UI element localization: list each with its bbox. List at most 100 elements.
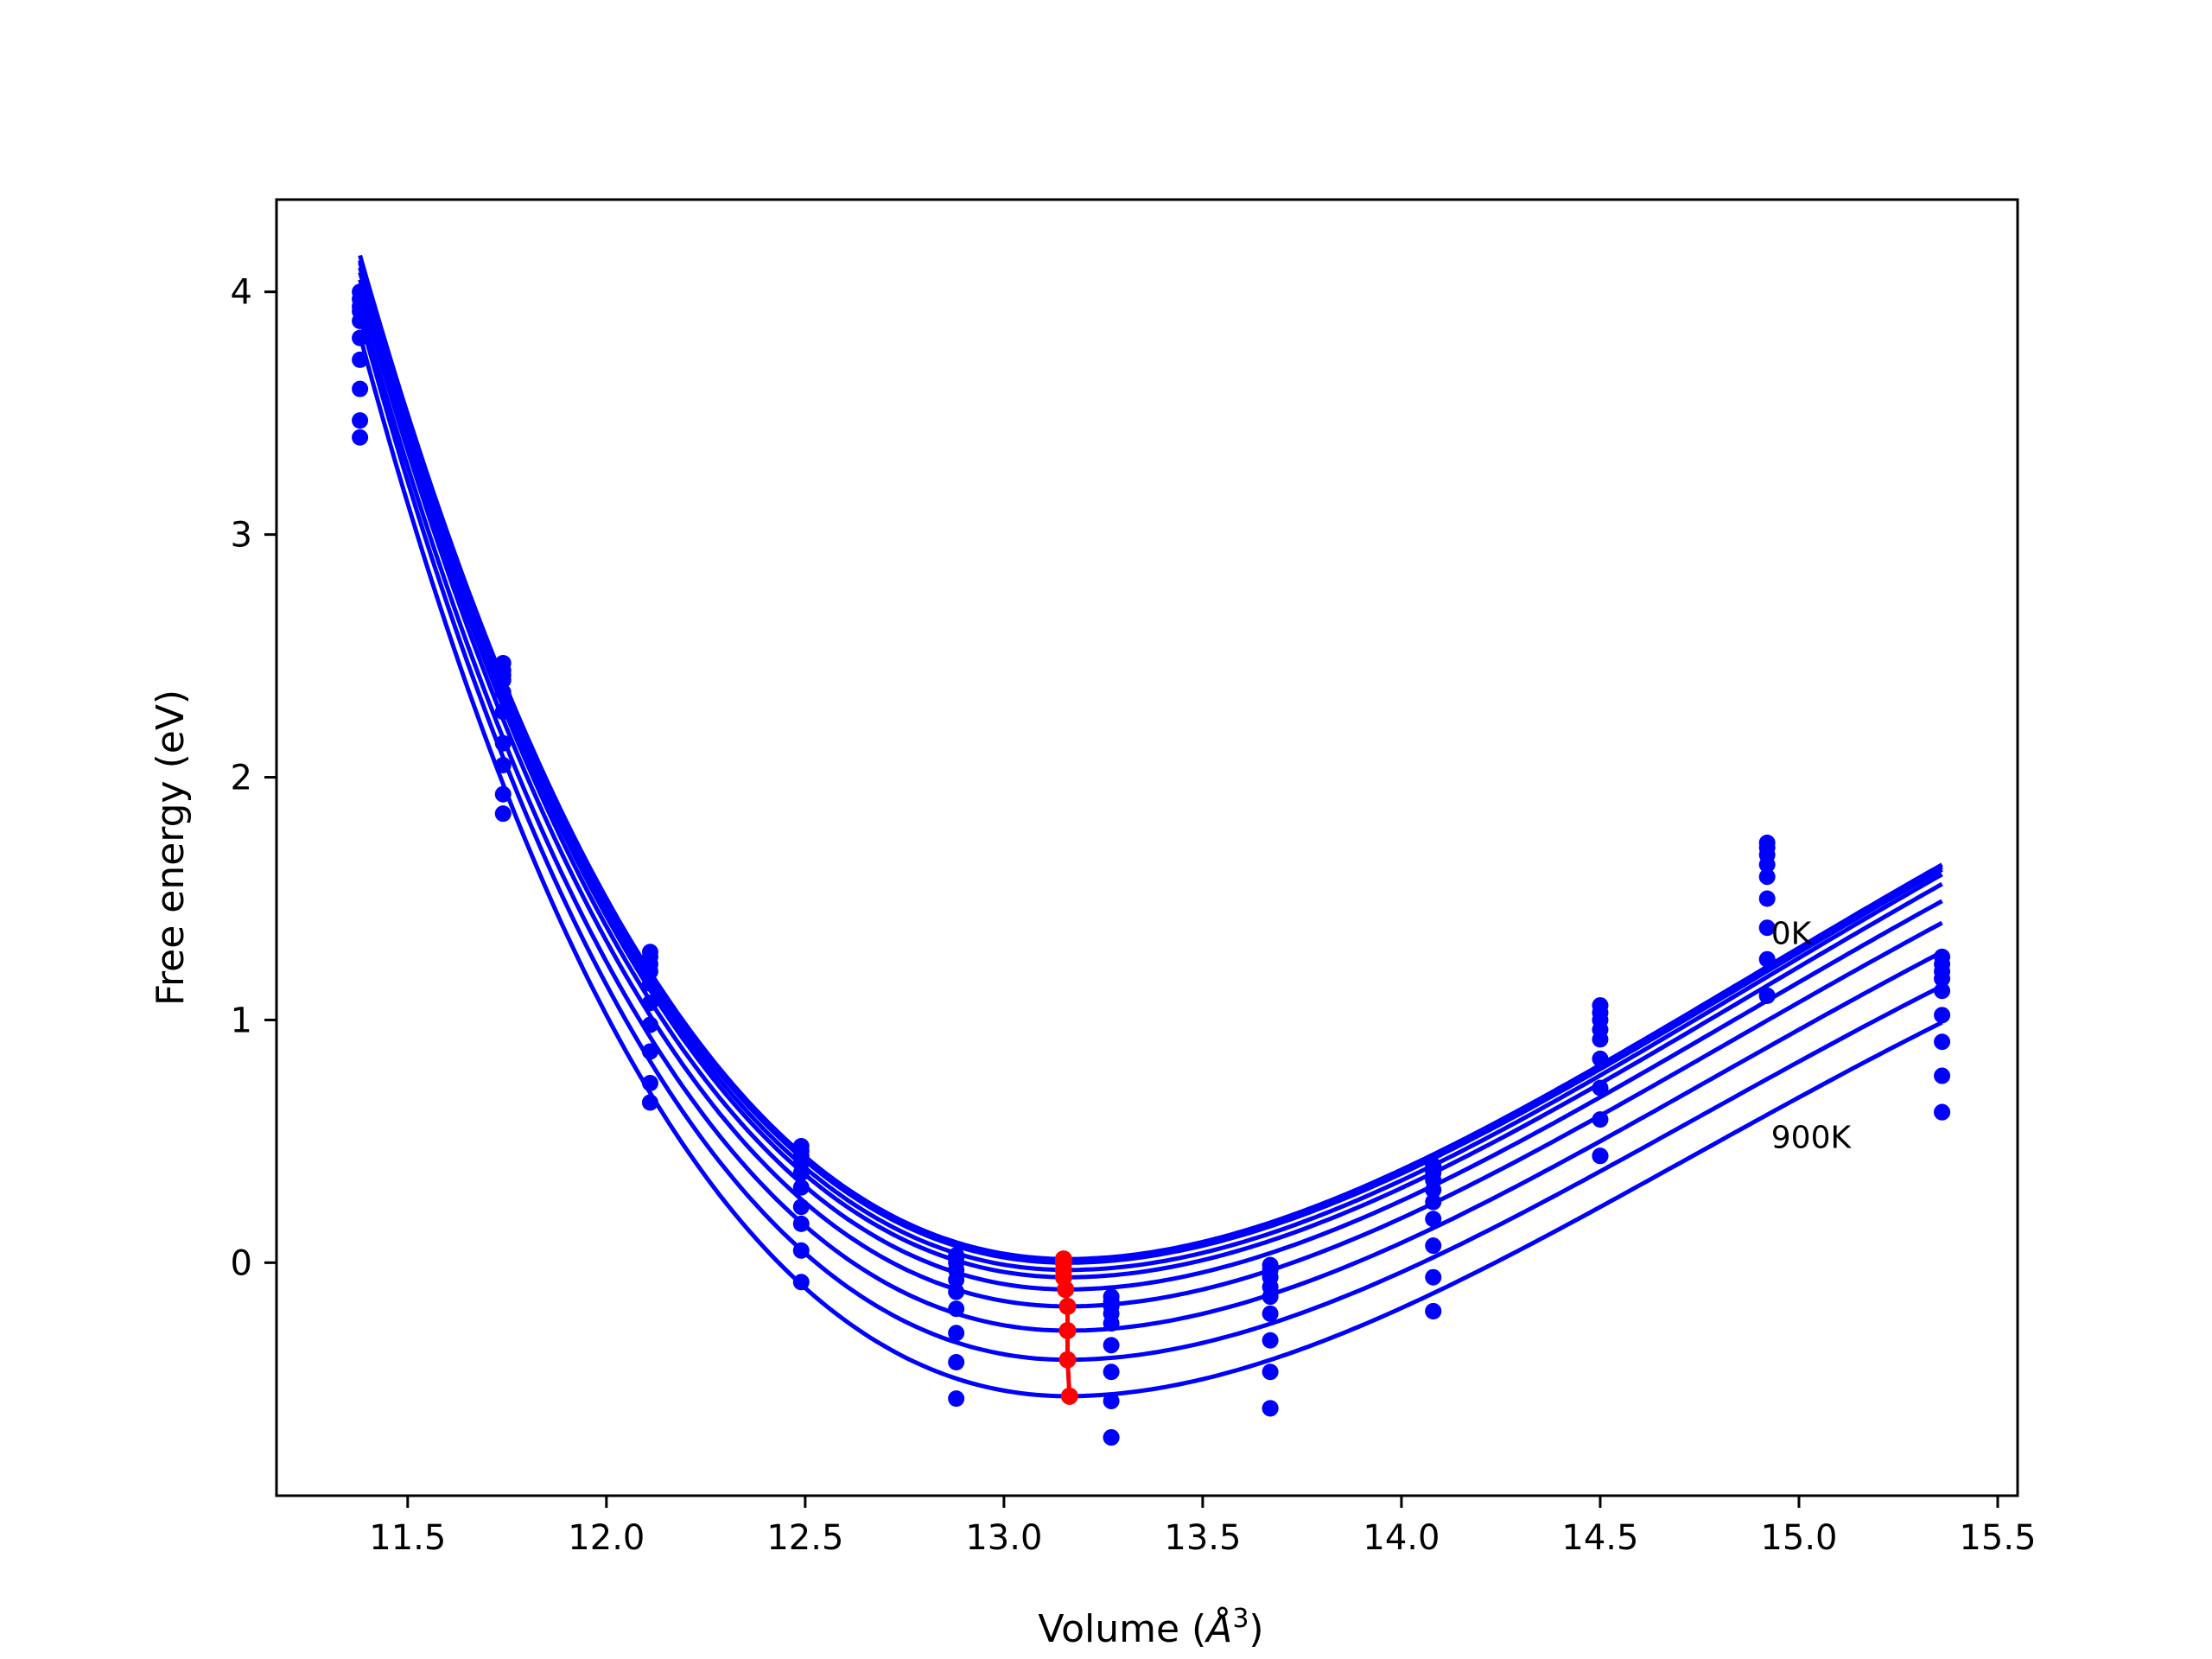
fit-curve-9 (358, 334, 1943, 1399)
x-tick-label: 11.5 (369, 1518, 446, 1558)
data-point (494, 703, 512, 721)
data-point (1262, 1363, 1279, 1381)
data-point (352, 351, 369, 368)
data-point (1758, 919, 1776, 937)
fit-curve-5 (358, 279, 1943, 1292)
data-point (792, 1242, 810, 1259)
data-point (948, 1271, 965, 1288)
data-point (792, 1164, 810, 1181)
fit-curve-2 (358, 262, 1943, 1265)
x-tick-label: 15.5 (1959, 1518, 2036, 1558)
data-point (494, 785, 512, 803)
data-point (792, 1179, 810, 1196)
data-point (948, 1300, 965, 1318)
data-point (1592, 1147, 1609, 1165)
x-axis-label-exponent: 3 (1232, 1604, 1249, 1634)
data-point (1103, 1429, 1120, 1446)
data-point (641, 1074, 658, 1091)
data-point (1592, 1111, 1609, 1128)
temperature-annotation: 0K (1771, 916, 1813, 951)
x-axis-label-symbol: Å (1204, 1605, 1232, 1651)
data-point (1758, 950, 1776, 968)
data-point (494, 734, 512, 752)
x-axis-ticks: 11.5 12.0 12.5 13.0 13.5 14.0 14.5 15.0 15.5 (369, 1496, 2037, 1558)
fit-curve-3 (358, 267, 1943, 1273)
data-point (792, 1274, 810, 1291)
data-point (641, 1016, 658, 1033)
data-point (1425, 1303, 1442, 1320)
data-point (1103, 1337, 1120, 1354)
y-axis-label: Free energy (eV) (149, 690, 193, 1006)
data-point (948, 1325, 965, 1342)
x-tick-label: 12.0 (568, 1518, 645, 1558)
data-point (1262, 1332, 1279, 1349)
data-point (641, 995, 658, 1012)
x-axis-label-main: Volume ( (1038, 1607, 1206, 1651)
minimum-layer (1054, 1250, 1078, 1405)
series-layer (358, 254, 1943, 1399)
data-point (1934, 970, 1951, 988)
data-point (1262, 1305, 1279, 1322)
x-tick-label: 13.5 (1164, 1518, 1241, 1558)
x-tick-label: 14.0 (1363, 1518, 1440, 1558)
x-tick-label: 14.5 (1561, 1518, 1638, 1558)
data-point (641, 963, 658, 980)
y-axis-ticks: 0 1 2 3 4 (231, 273, 276, 1283)
data-point (641, 1094, 658, 1111)
data-point (1103, 1315, 1120, 1332)
data-point (1934, 1007, 1951, 1024)
fit-curve-7 (358, 303, 1943, 1333)
x-tick-label: 12.5 (766, 1518, 843, 1558)
plot-frame (275, 198, 2019, 1497)
data-point (1262, 1288, 1279, 1306)
data-point (352, 429, 369, 446)
x-axis-label-close: ) (1249, 1607, 1263, 1651)
points-layer (352, 283, 1951, 1446)
minimum-point (1057, 1281, 1075, 1299)
data-point (1103, 1392, 1120, 1409)
data-point (641, 1043, 658, 1060)
x-tick-label: 13.0 (965, 1518, 1042, 1558)
y-tick-label: 1 (231, 1001, 252, 1040)
data-point (494, 805, 512, 823)
minimum-point (1058, 1321, 1077, 1339)
fit-curve-4 (358, 271, 1943, 1280)
data-point (1262, 1400, 1279, 1417)
data-point (948, 1354, 965, 1371)
data-point (1425, 1237, 1442, 1255)
data-point (1592, 1050, 1609, 1067)
data-point (1758, 890, 1776, 907)
data-point (948, 1283, 965, 1300)
data-point (1934, 1067, 1951, 1084)
minimum-point (1060, 1387, 1078, 1405)
data-point (1425, 1211, 1442, 1228)
data-point (494, 683, 512, 701)
minimum-point (1058, 1351, 1077, 1369)
data-point (641, 975, 658, 992)
data-point (352, 412, 369, 429)
temperature-annotation: 900K (1771, 1120, 1853, 1155)
data-point (494, 671, 512, 689)
data-point (1934, 982, 1951, 1000)
data-point (948, 1390, 965, 1408)
data-point (792, 1215, 810, 1232)
data-point (1103, 1363, 1120, 1381)
x-tick-label: 15.0 (1760, 1518, 1837, 1558)
data-point (1934, 1033, 1951, 1051)
data-point (1425, 1268, 1442, 1286)
data-point (1758, 856, 1776, 874)
data-point (352, 380, 369, 397)
annotation-layer: 0K 900K (1771, 916, 1853, 1155)
fit-curve-6 (358, 289, 1943, 1309)
y-tick-label: 3 (231, 516, 252, 556)
y-tick-label: 0 (231, 1243, 252, 1283)
data-point (1425, 1193, 1442, 1211)
y-tick-label: 2 (231, 759, 252, 798)
fit-curve-8 (358, 315, 1943, 1363)
y-tick-label: 4 (231, 273, 252, 313)
data-point (352, 312, 369, 329)
data-point (352, 329, 369, 346)
data-point (1758, 987, 1776, 1004)
